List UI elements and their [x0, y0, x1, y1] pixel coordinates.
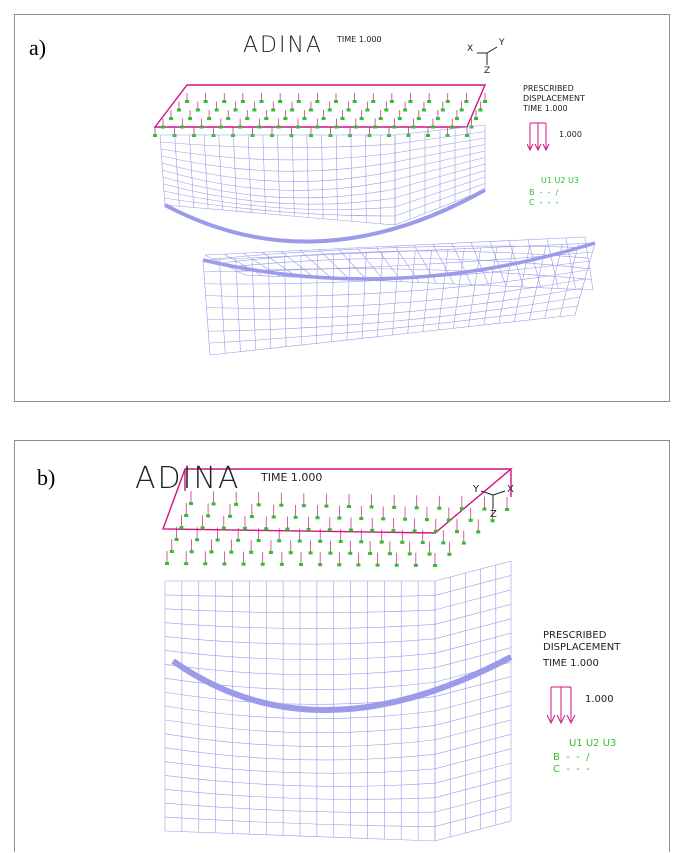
figure-panel-a: a) ADINA TIME 1.000 X Y Z PRESCRIBED DIS…	[14, 14, 670, 402]
axis-label: X	[507, 485, 514, 496]
adina-title: ADINA	[135, 461, 240, 496]
panel-label: b)	[37, 465, 55, 491]
axis-label: X	[467, 45, 473, 54]
axis-label: Z	[484, 67, 490, 76]
load-frame	[155, 85, 485, 127]
contact-band	[173, 657, 511, 710]
axis-triad-icon: X Y Z	[467, 39, 507, 79]
adina-title: ADINA	[243, 33, 323, 58]
legend-magnitude: 1.000	[559, 131, 582, 139]
time-label: TIME 1.000	[337, 35, 382, 44]
legend-row-c: C - - -	[553, 765, 590, 776]
legend-row-b: B - - /	[529, 189, 558, 197]
prescribed-displacement-legend: PRESCRIBED DISPLACEMENT TIME 1.000 1.000…	[543, 631, 669, 781]
figure-panel-b: b) ADINA TIME 1.000 Y X Z PRESCRIBED DIS…	[14, 440, 670, 852]
contact-band	[165, 190, 485, 242]
legend-dof-header: U1 U2 U3	[569, 739, 616, 750]
time-label: TIME 1.000	[261, 471, 322, 484]
legend-magnitude: 1.000	[585, 695, 614, 706]
legend-line: TIME 1.000	[523, 105, 568, 113]
legend-line: PRESCRIBED	[543, 631, 606, 642]
axis-label: Y	[473, 485, 479, 496]
legend-row-c: C - - -	[529, 199, 559, 207]
axis-triad-icon: Y X Z	[471, 479, 515, 523]
legend-line: DISPLACEMENT	[543, 643, 620, 654]
legend-line: TIME 1.000	[543, 659, 599, 670]
legend-row-b: B - - /	[553, 753, 590, 764]
lower-rim	[203, 243, 595, 279]
axis-label: Y	[499, 39, 505, 48]
load-arrows-icon	[547, 683, 593, 731]
prescribed-displacement-legend: PRESCRIBED DISPLACEMENT TIME 1.000 1.000…	[523, 85, 643, 215]
panel-label: a)	[29, 35, 46, 61]
legend-line: PRESCRIBED	[523, 85, 574, 93]
axis-label: Z	[490, 510, 497, 521]
legend-line: DISPLACEMENT	[523, 95, 585, 103]
legend-dof-header: U1 U2 U3	[541, 177, 579, 185]
